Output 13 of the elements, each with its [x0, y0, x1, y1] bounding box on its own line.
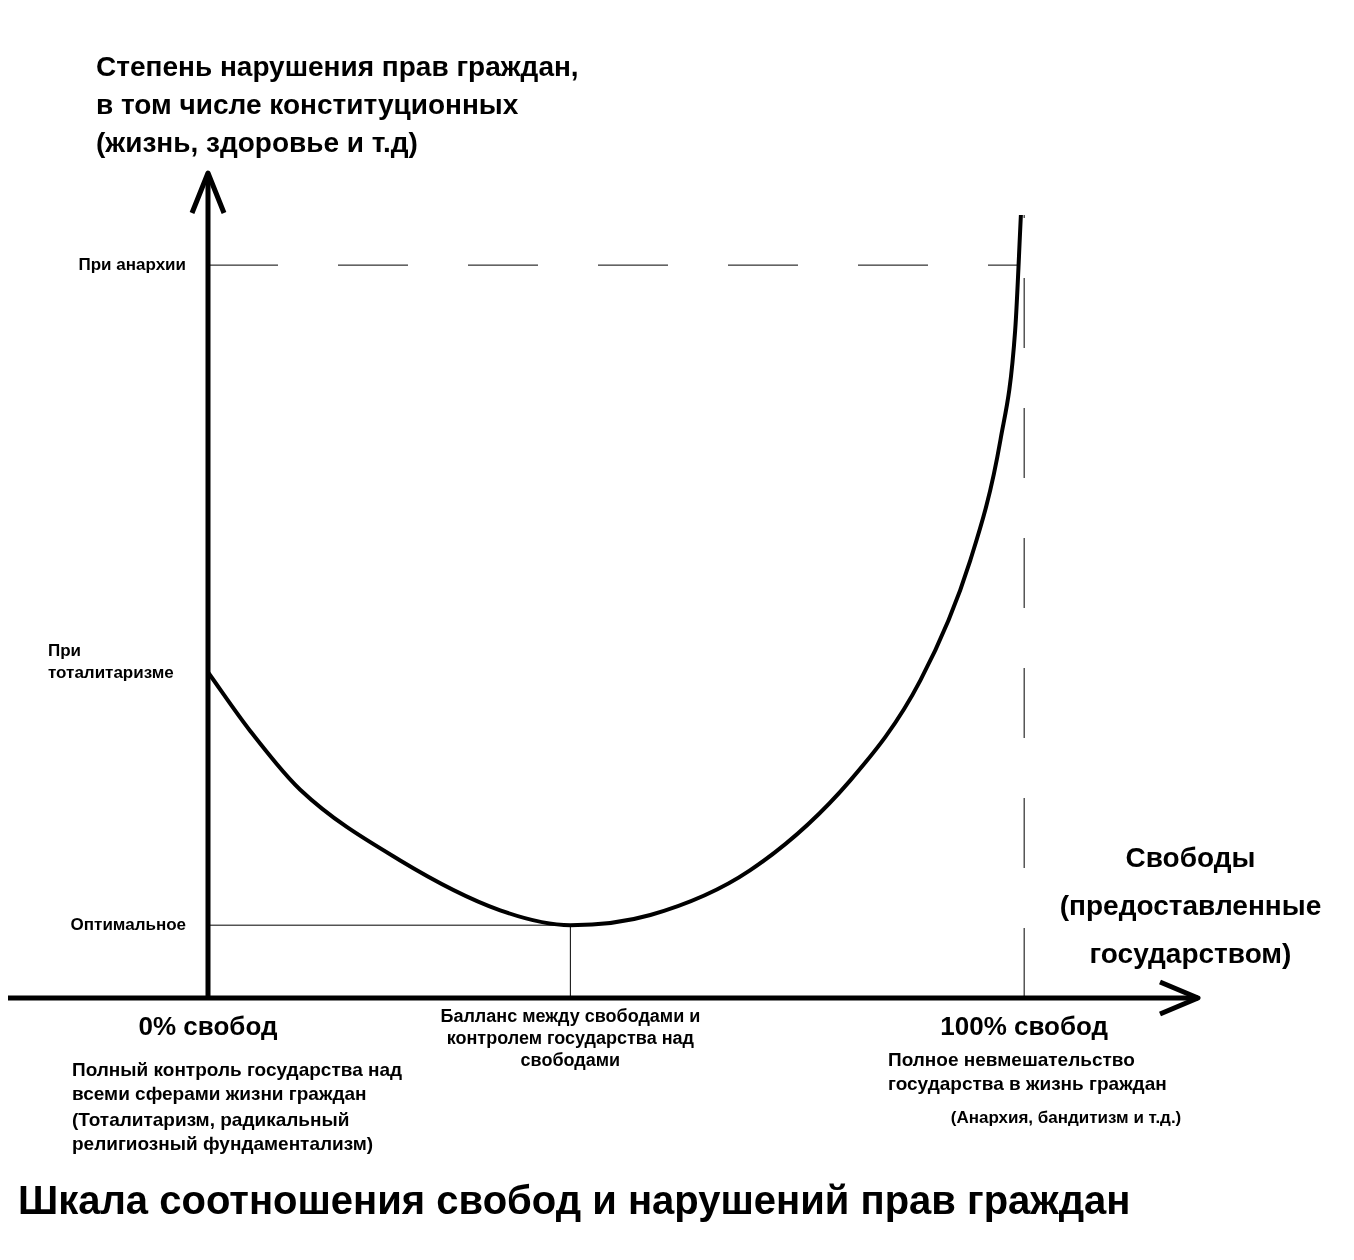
x-tick-label: 0% свобод	[138, 1010, 278, 1041]
text: Полный контроль государства над всеми сферами жизни граждан	[72, 1058, 404, 1106]
annotation: При тоталитаризме	[48, 641, 174, 683]
x-axis-title: Свободы (предоставленные государством)	[1058, 841, 1323, 971]
y-axis-title: Степень нарушения прав граждан, в том числе конституционных (жизнь, здоровье и т.д)	[96, 50, 580, 160]
text: Полное невмешательство государства в жизнь граждан	[888, 1048, 1168, 1096]
ref-line-label: При анархии	[78, 254, 186, 274]
x-tick-label: 100% свобод	[940, 1010, 1109, 1041]
ref-line-label: Балланс между свободами и контролем государства над свободами	[440, 1005, 701, 1070]
text: (Анархия, бандитизм и т.д.)	[949, 1107, 1183, 1129]
text: Шкала соотношения свобод и нарушений прав граждан	[18, 1178, 1131, 1223]
ref-line-label: Оптимальное	[70, 914, 186, 934]
text: (Тоталитаризм, радикальный религиозный фундаментализм)	[72, 1108, 375, 1156]
